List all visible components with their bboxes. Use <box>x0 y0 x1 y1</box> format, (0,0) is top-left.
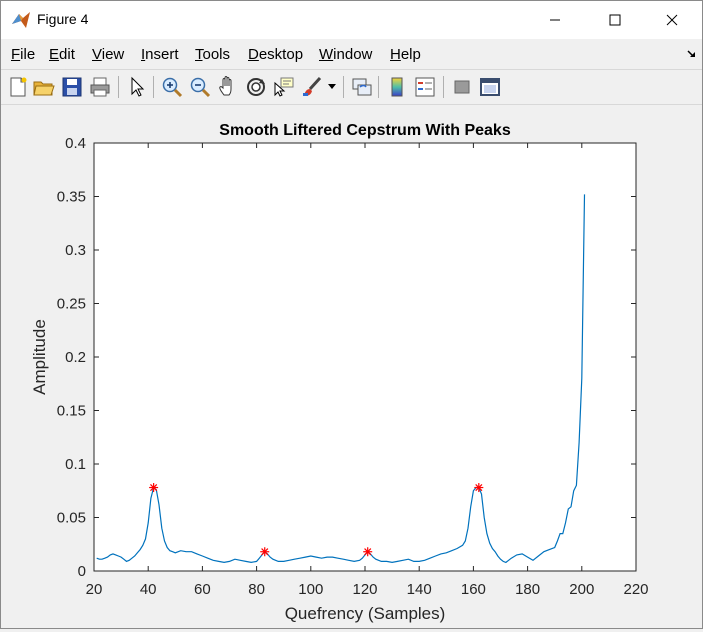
peak-marker <box>260 547 270 557</box>
y-tick-label: 0.15 <box>57 403 86 420</box>
menu-bar: File Edit View Insert Tools Desktop Wind… <box>1 41 702 67</box>
x-axis-label: Quefrency (Samples) <box>285 604 446 623</box>
y-tick-label: 0.05 <box>57 510 86 527</box>
link-plot-icon[interactable] <box>350 75 374 99</box>
show-plot-tools-icon[interactable] <box>478 75 502 99</box>
menu-edit[interactable]: Edit <box>49 46 75 63</box>
x-tick-label: 160 <box>461 581 486 598</box>
x-tick-label: 40 <box>140 581 157 598</box>
y-tick-label: 0.3 <box>65 242 86 259</box>
new-figure-icon[interactable] <box>6 75 30 99</box>
x-tick-label: 60 <box>194 581 211 598</box>
pointer-icon[interactable] <box>125 75 149 99</box>
minimize-button[interactable] <box>532 1 578 39</box>
peak-marker <box>149 483 159 493</box>
peak-marker <box>363 547 373 557</box>
brush-icon[interactable] <box>300 75 324 99</box>
chart-title: Smooth Liftered Cepstrum With Peaks <box>219 122 511 139</box>
colorbar-icon[interactable] <box>385 75 409 99</box>
y-tick-label: 0.35 <box>57 189 86 206</box>
figure-toolbar <box>1 69 702 105</box>
menu-view[interactable]: View <box>92 46 125 63</box>
dock-arrow-icon[interactable] <box>687 49 697 59</box>
zoom-out-icon[interactable] <box>188 75 212 99</box>
menu-tools[interactable]: Tools <box>195 46 231 63</box>
y-tick-label: 0 <box>78 563 86 580</box>
peak-marker <box>474 483 484 493</box>
title-bar[interactable]: Figure 4 <box>1 1 702 39</box>
y-tick-label: 0.2 <box>65 349 86 366</box>
zoom-in-icon[interactable] <box>160 75 184 99</box>
toolbar-separator <box>443 76 444 98</box>
x-tick-label: 200 <box>569 581 594 598</box>
menu-window[interactable]: Window <box>319 46 373 63</box>
plot-axes[interactable] <box>93 142 637 572</box>
figure-canvas: 20 40 60 80 100 120 140 160 180 200 220 0 0.05 0.1 0.1… <box>2 105 701 627</box>
menu-help[interactable]: Help <box>390 46 421 63</box>
toolbar-separator <box>118 76 119 98</box>
brush-dropdown-icon[interactable] <box>328 84 336 90</box>
pan-icon[interactable] <box>216 75 240 99</box>
menu-insert[interactable]: Insert <box>141 46 179 63</box>
window-title: Figure 4 <box>37 11 89 27</box>
x-tick-label: 80 <box>248 581 265 598</box>
x-tick-label: 100 <box>298 581 323 598</box>
menu-file[interactable]: File <box>11 46 36 63</box>
y-tick-label: 0.25 <box>57 296 86 313</box>
hide-plot-tools-icon[interactable] <box>450 75 474 99</box>
minimize-icon <box>550 19 560 21</box>
close-button[interactable] <box>649 1 695 39</box>
open-file-icon[interactable] <box>32 75 56 99</box>
y-axis-label: Amplitude <box>30 319 49 395</box>
toolbar-separator <box>343 76 344 98</box>
save-icon[interactable] <box>60 75 84 99</box>
cepstrum-plot[interactable]: 20 40 60 80 100 120 140 160 180 200 220 0 0.05 0.1 0.1… <box>2 105 701 627</box>
maximize-button[interactable] <box>592 1 638 39</box>
toolbar-separator <box>378 76 379 98</box>
y-tick-label: 0.4 <box>65 135 86 152</box>
menu-desktop[interactable]: Desktop <box>248 46 304 63</box>
close-icon <box>666 14 678 26</box>
x-tick-label: 220 <box>623 581 648 598</box>
x-tick-label: 20 <box>86 581 103 598</box>
x-tick-label: 180 <box>515 581 540 598</box>
x-tick-label: 140 <box>407 581 432 598</box>
rotate-3d-icon[interactable] <box>244 75 268 99</box>
print-icon[interactable] <box>88 75 112 99</box>
x-tick-label: 120 <box>352 581 377 598</box>
data-cursor-icon[interactable] <box>272 75 296 99</box>
matlab-logo-icon <box>11 10 31 30</box>
y-tick-label: 0.1 <box>65 456 86 473</box>
maximize-icon <box>609 14 621 26</box>
toolbar-separator <box>153 76 154 98</box>
legend-icon[interactable] <box>413 75 437 99</box>
